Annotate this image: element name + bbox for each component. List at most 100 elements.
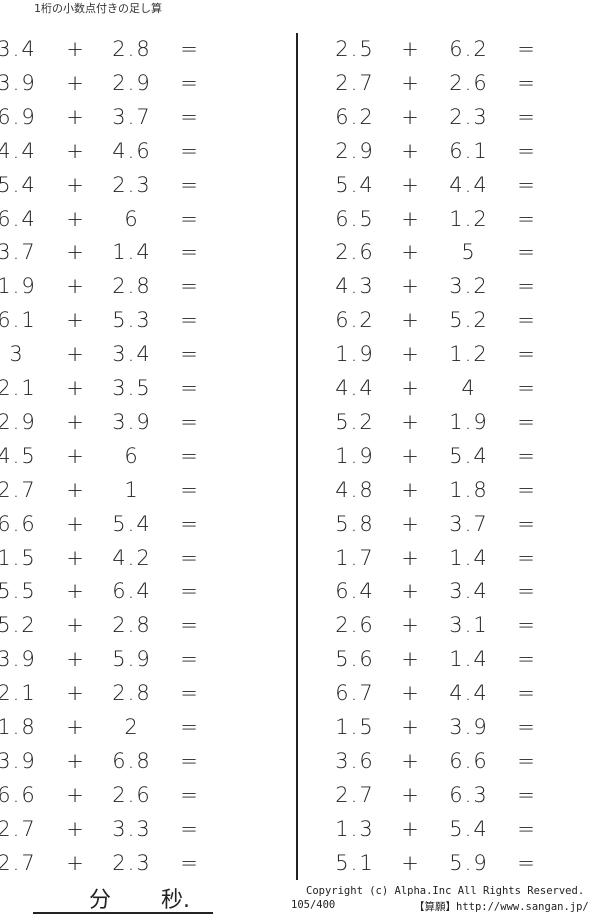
problem-row: 3.9 +2.9 = — [0, 68, 600, 98]
problem-row: 6.4 +6 = — [0, 204, 600, 234]
plus-sign: + — [401, 138, 421, 163]
second-operand: 5.9 — [449, 850, 489, 875]
equals-sign: = — [517, 715, 537, 739]
second-operand: 4.6 — [112, 138, 152, 163]
plus-sign: + — [401, 748, 421, 773]
first-operand: 6.6 — [0, 511, 37, 536]
equals-sign: = — [180, 37, 200, 61]
equals-sign: = — [517, 681, 537, 706]
equals-sign: = — [517, 613, 537, 638]
site-url: 【算願】http://www.sangan.jp/ — [414, 901, 589, 913]
first-operand: 6.2 — [335, 104, 375, 129]
problem-row: 4.3 +3.2 = — [0, 271, 600, 301]
problem-row: 5.4 +4.4 = — [0, 170, 600, 200]
first-operand: 5.1 — [335, 850, 375, 875]
first-operand: 6.4 — [335, 579, 375, 604]
equals-sign: = — [517, 342, 537, 367]
equals-sign: = — [517, 206, 537, 231]
second-operand: 5.9 — [112, 647, 152, 672]
plus-sign: + — [401, 409, 421, 434]
equals-sign: = — [517, 748, 537, 773]
second-operand: 3.7 — [112, 104, 152, 129]
second-operand: 1.4 — [449, 545, 489, 570]
first-operand: 5.8 — [335, 511, 375, 536]
equals-sign: = — [517, 104, 537, 129]
problem-row: 4.4 +4.6 = — [0, 136, 600, 166]
second-operand: 6 — [124, 206, 140, 231]
second-operand: 2.9 — [112, 70, 152, 95]
equals-sign: = — [517, 240, 537, 265]
second-operand: 6.4 — [112, 579, 152, 604]
plus-sign: + — [401, 70, 421, 95]
plus-sign: + — [66, 308, 86, 333]
plus-sign: + — [401, 274, 421, 299]
equals-sign: = — [180, 70, 200, 95]
problem-row: 6.2 +2.3 = — [0, 102, 600, 132]
first-operand: 6.7 — [335, 681, 375, 706]
second-operand: 3.9 — [112, 409, 152, 434]
second-operand: 6.2 — [449, 37, 489, 61]
second-operand: 3.4 — [449, 579, 489, 604]
plus-sign: + — [66, 37, 86, 61]
equals-sign: = — [180, 579, 200, 604]
plus-sign: + — [66, 443, 86, 468]
equals-sign: = — [517, 138, 537, 163]
second-operand: 6.3 — [449, 782, 489, 807]
plus-sign: + — [401, 104, 421, 129]
second-operand: 2.8 — [112, 681, 152, 706]
problem-row: 6.7 +4.4 = — [0, 678, 600, 708]
plus-sign: + — [66, 409, 86, 434]
first-operand: 1.7 — [335, 545, 375, 570]
plus-sign: + — [401, 511, 421, 536]
first-operand: 2.7 — [0, 816, 37, 841]
plus-sign: + — [66, 613, 86, 638]
problem-row: 2.7 +1 = — [0, 475, 600, 505]
equals-sign: = — [180, 748, 200, 773]
problem-row: 5.2 +1.9 = — [0, 407, 600, 437]
equals-sign: = — [180, 308, 200, 333]
equals-sign: = — [517, 816, 537, 841]
problem-row: 2.1 +3.5 = — [0, 373, 600, 403]
column-divider — [296, 33, 298, 880]
plus-sign: + — [66, 138, 86, 163]
plus-sign: + — [401, 172, 421, 197]
equals-sign: = — [517, 172, 537, 197]
second-operand: 3.1 — [449, 613, 489, 638]
plus-sign: + — [66, 477, 86, 502]
first-operand: 1.5 — [0, 545, 37, 570]
first-operand: 6.4 — [0, 206, 37, 231]
second-operand: 2.3 — [449, 104, 489, 129]
first-operand: 1.9 — [335, 443, 375, 468]
copyright-text: Copyright (c) Alpha.Inc All Rights Reser… — [306, 885, 585, 897]
problem-row: 1.9 +5.4 = — [0, 441, 600, 471]
second-operand: 2.8 — [112, 37, 152, 61]
plus-sign: + — [401, 37, 421, 61]
first-operand: 3.6 — [335, 748, 375, 773]
problem-row: 5.1 +5.9 = — [0, 848, 600, 878]
first-operand: 5.2 — [335, 409, 375, 434]
equals-sign: = — [517, 376, 537, 400]
equals-sign: = — [180, 511, 200, 536]
equals-sign: = — [180, 477, 200, 502]
equals-sign: = — [180, 647, 200, 672]
second-operand: 4.4 — [449, 681, 489, 706]
plus-sign: + — [66, 376, 86, 400]
second-operand: 5.2 — [449, 308, 489, 333]
first-operand: 2.7 — [0, 477, 37, 502]
plus-sign: + — [66, 647, 86, 672]
plus-sign: + — [66, 681, 86, 706]
problem-row: 6.5 +1.2 = — [0, 204, 600, 234]
equals-sign: = — [180, 138, 200, 163]
plus-sign: + — [401, 816, 421, 841]
equals-sign: = — [180, 342, 200, 367]
plus-sign: + — [66, 172, 86, 197]
plus-sign: + — [401, 240, 421, 265]
problem-row: 4.5 +6 = — [0, 441, 600, 471]
first-operand: 2.1 — [0, 681, 37, 706]
problem-row: 2.6 +5 = — [0, 237, 600, 267]
first-operand: 4.5 — [0, 443, 37, 468]
plus-sign: + — [66, 545, 86, 570]
first-operand: 5.5 — [0, 579, 37, 604]
problem-row: 4.4 +4 = — [0, 373, 600, 403]
equals-sign: = — [517, 579, 537, 604]
